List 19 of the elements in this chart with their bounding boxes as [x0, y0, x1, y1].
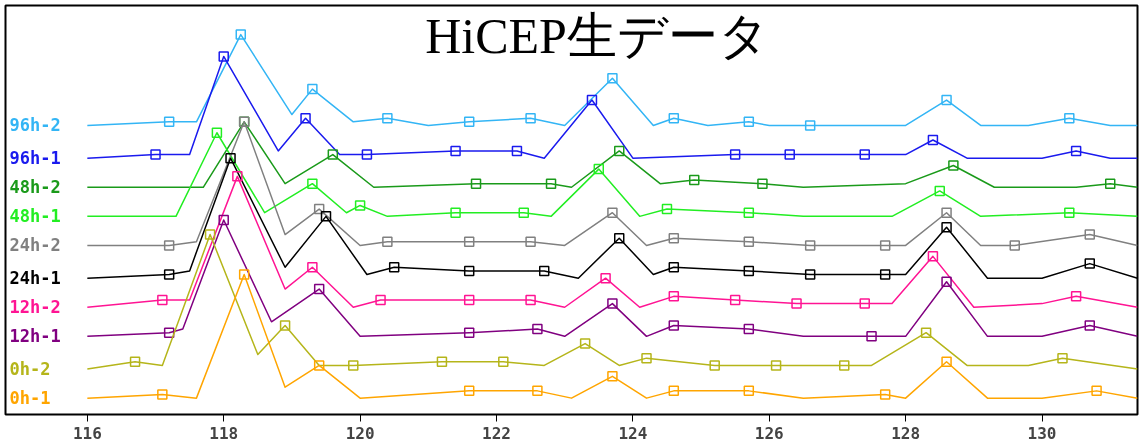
series-label: 96h-2: [9, 115, 61, 136]
series-label: 24h-2: [9, 235, 61, 256]
series-label: 12h-1: [9, 326, 61, 347]
text: 0h-1: [9, 388, 51, 409]
x-tick-label: 130: [1027, 423, 1057, 441]
x-tick-label: 120: [345, 423, 375, 441]
x-tick-label: 116: [72, 423, 102, 441]
series-label: 96h-1: [9, 148, 61, 169]
series-label: 48h-1: [9, 206, 61, 227]
x-tick-label: 124: [618, 423, 648, 441]
series-label: 24h-1: [9, 268, 61, 289]
x-tick-label: 118: [209, 423, 239, 441]
x-tick-label: 128: [891, 423, 921, 441]
series-label: 12h-2: [9, 297, 61, 318]
chart-title: HiCEP生データ: [425, 7, 769, 64]
series-label: 48h-2: [9, 177, 61, 198]
text: 0h-2: [9, 359, 51, 380]
x-tick-label: 122: [482, 423, 511, 441]
x-tick-label: 126: [754, 423, 784, 441]
